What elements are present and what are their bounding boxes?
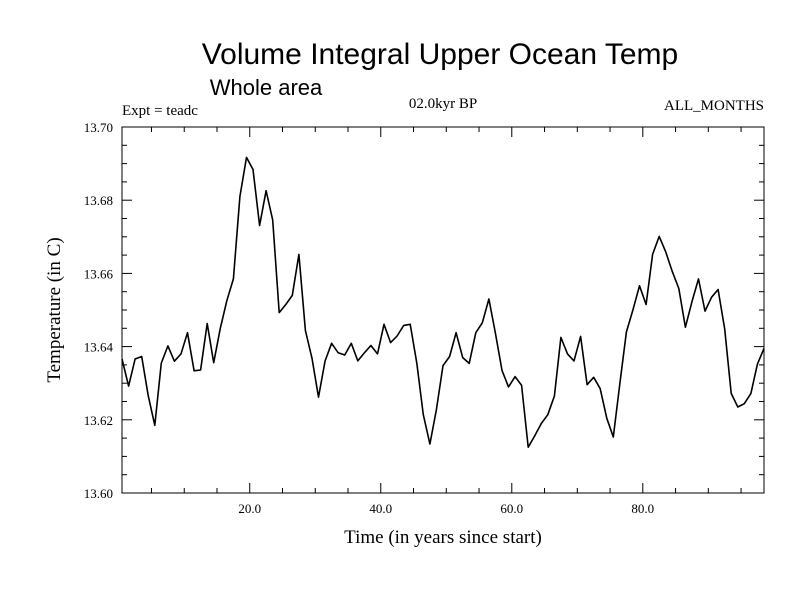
tick-labels: 20.0 40.0 60.0 80.0 13.60 13.62 13.64 13.66 13.6… bbox=[84, 120, 654, 516]
plot-frame bbox=[121, 126, 765, 494]
y-tick-label: 13.62 bbox=[84, 413, 113, 428]
chart-subtitle: Whole area bbox=[210, 75, 323, 100]
x-tick-label: 40.0 bbox=[369, 501, 392, 516]
y-tick-label: 13.60 bbox=[84, 486, 113, 501]
y-tick-label: 13.68 bbox=[84, 193, 113, 208]
x-tick-label: 60.0 bbox=[500, 501, 523, 516]
expt-label: Expt = teadc bbox=[122, 103, 198, 119]
months-label: ALL_MONTHS bbox=[664, 98, 764, 114]
x-axis-label: Time (in years since start) bbox=[344, 527, 542, 548]
y-tick-label: 13.66 bbox=[84, 266, 114, 281]
chart-title: Volume Integral Upper Ocean Temp bbox=[202, 38, 678, 71]
period-label: 02.0kyr BP bbox=[409, 96, 477, 112]
x-tick-label: 20.0 bbox=[238, 501, 261, 516]
y-tick-label: 13.70 bbox=[84, 120, 113, 135]
axis-ticks bbox=[122, 127, 764, 493]
series-line bbox=[121, 156, 765, 449]
y-axis-label: Temperature (in C) bbox=[44, 237, 65, 382]
y-tick-label: 13.64 bbox=[84, 340, 114, 355]
series-group bbox=[121, 156, 765, 449]
x-tick-label: 80.0 bbox=[631, 501, 654, 516]
